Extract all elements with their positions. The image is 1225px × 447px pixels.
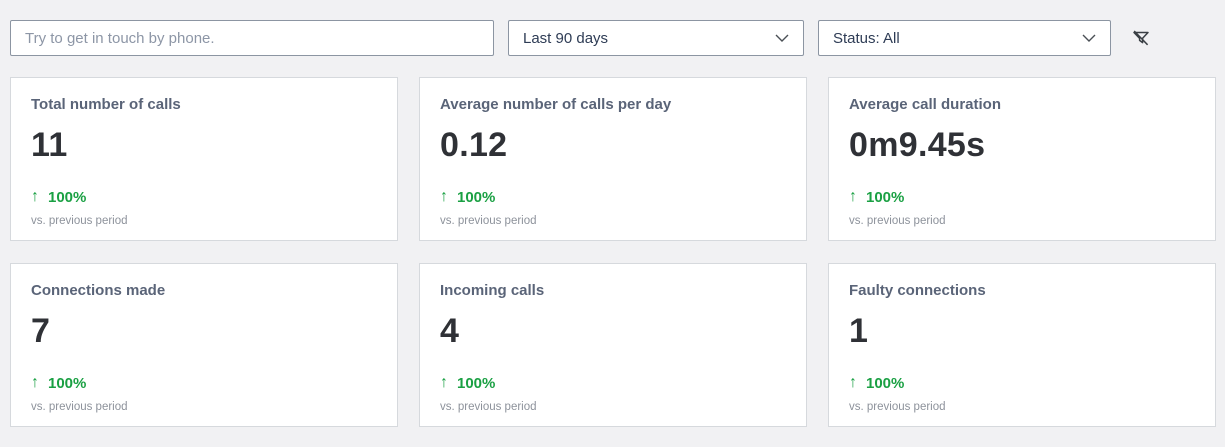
stat-change: ↑ 100% — [31, 374, 377, 392]
stat-value: 0.12 — [440, 126, 508, 164]
date-range-dropdown[interactable]: Last 90 days — [508, 20, 804, 56]
stat-change-value: 100% — [457, 374, 496, 392]
arrow-up-icon: ↑ — [440, 188, 448, 205]
search-input[interactable] — [10, 20, 494, 56]
stat-card-faulty-connections: Faulty connections 1 ↑ 100% vs. previous… — [828, 263, 1216, 427]
stat-change: ↑ 100% — [849, 188, 1195, 206]
stat-title: Average call duration — [849, 96, 1001, 113]
arrow-up-icon: ↑ — [31, 374, 39, 391]
stat-title: Total number of calls — [31, 96, 181, 113]
filter-off-icon — [1133, 30, 1149, 46]
arrow-up-icon: ↑ — [849, 188, 857, 205]
stat-change-value: 100% — [48, 374, 87, 392]
status-value: Status: All — [833, 29, 900, 47]
stat-comparison: vs. previous period — [849, 401, 946, 413]
stat-value: 1 — [849, 312, 869, 350]
clear-filters-button[interactable] — [1128, 25, 1154, 51]
stats-grid: Total number of calls 11 ↑ 100% vs. prev… — [10, 77, 1216, 427]
stat-comparison: vs. previous period — [440, 401, 537, 413]
stat-change: ↑ 100% — [440, 188, 786, 206]
chevron-down-icon — [775, 34, 789, 42]
stat-change-value: 100% — [866, 188, 905, 206]
date-range-value: Last 90 days — [523, 29, 609, 47]
stat-comparison: vs. previous period — [31, 401, 128, 413]
stat-title: Connections made — [31, 282, 166, 299]
stat-comparison: vs. previous period — [440, 215, 537, 227]
stat-comparison: vs. previous period — [31, 215, 128, 227]
stat-value: 7 — [31, 312, 51, 350]
stat-title: Faulty connections — [849, 282, 986, 299]
stat-change: ↑ 100% — [849, 374, 1195, 392]
stat-change-value: 100% — [48, 188, 87, 206]
stat-title: Incoming calls — [440, 282, 545, 299]
stat-card-incoming-calls: Incoming calls 4 ↑ 100% vs. previous per… — [419, 263, 807, 427]
stat-value: 11 — [31, 126, 68, 164]
stat-change: ↑ 100% — [440, 374, 786, 392]
stat-change: ↑ 100% — [31, 188, 377, 206]
stat-card-total-calls: Total number of calls 11 ↑ 100% vs. prev… — [10, 77, 398, 241]
stat-card-avg-call-duration: Average call duration 0m9.45s ↑ 100% vs.… — [828, 77, 1216, 241]
stat-value: 0m9.45s — [849, 126, 986, 164]
arrow-up-icon: ↑ — [440, 374, 448, 391]
stat-change-value: 100% — [866, 374, 905, 392]
stat-change-value: 100% — [457, 188, 496, 206]
stat-card-avg-calls-per-day: Average number of calls per day 0.12 ↑ 1… — [419, 77, 807, 241]
arrow-up-icon: ↑ — [849, 374, 857, 391]
stat-comparison: vs. previous period — [849, 215, 946, 227]
filter-toolbar: Last 90 days Status: All — [0, 0, 1225, 56]
stat-title: Average number of calls per day — [440, 96, 672, 113]
chevron-down-icon — [1082, 34, 1096, 42]
stat-value: 4 — [440, 312, 460, 350]
arrow-up-icon: ↑ — [31, 188, 39, 205]
status-dropdown[interactable]: Status: All — [818, 20, 1111, 56]
stat-card-connections-made: Connections made 7 ↑ 100% vs. previous p… — [10, 263, 398, 427]
